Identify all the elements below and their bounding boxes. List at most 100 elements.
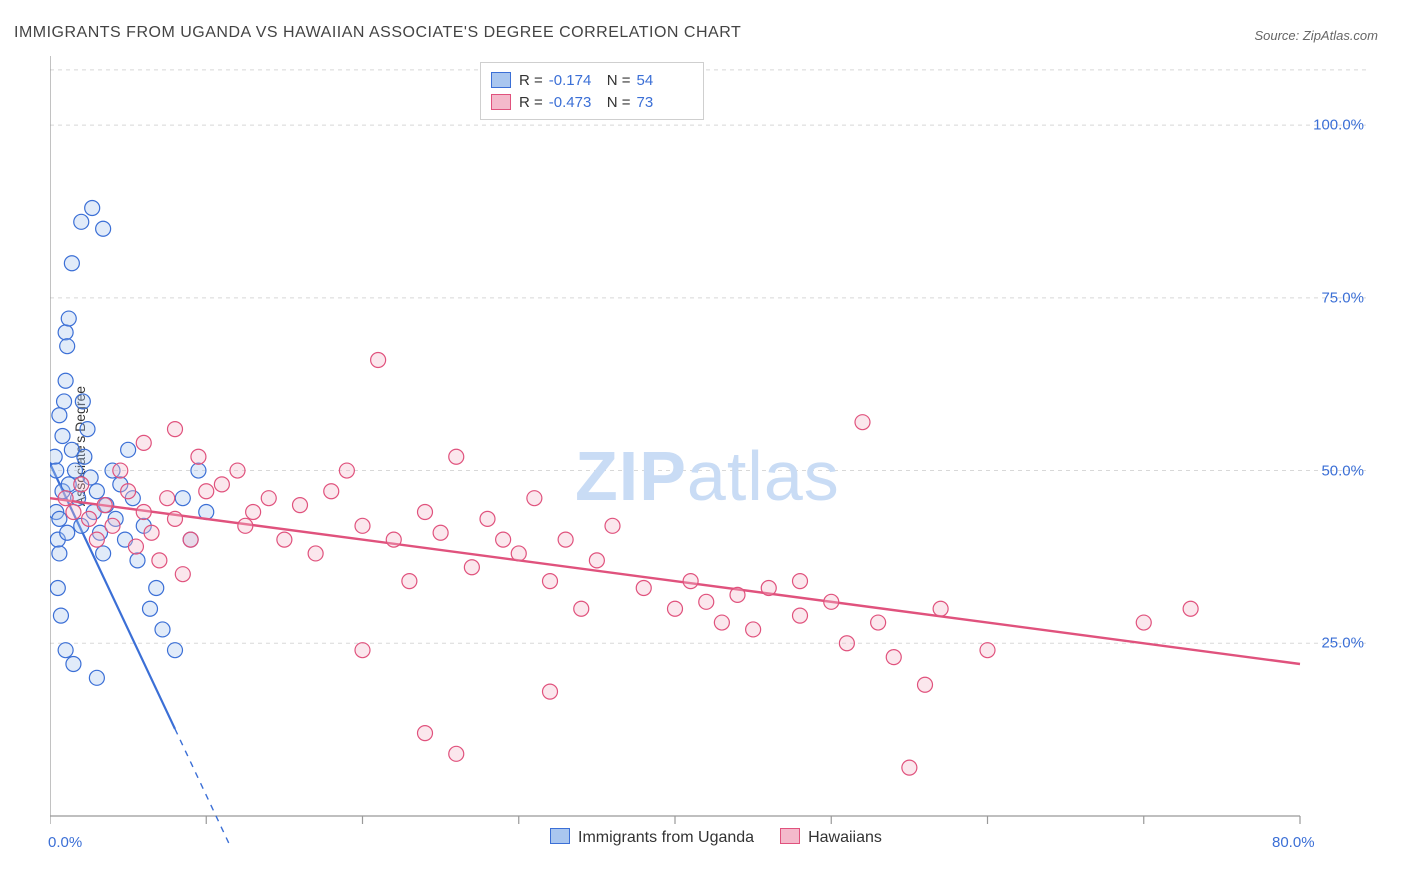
data-point-uganda [58, 325, 73, 340]
data-point-hawaiians [371, 353, 386, 368]
y-tick-label: 25.0% [1321, 635, 1364, 652]
data-point-uganda [80, 422, 95, 437]
data-point-hawaiians [886, 650, 901, 665]
data-point-hawaiians [121, 484, 136, 499]
series-legend-item-uganda: Immigrants from Uganda [550, 828, 754, 847]
data-point-hawaiians [308, 546, 323, 561]
data-point-uganda [175, 491, 190, 506]
data-point-uganda [168, 643, 183, 658]
data-point-hawaiians [418, 505, 433, 520]
y-tick-label: 100.0% [1313, 117, 1364, 134]
legend-stats-hawaiians: R =-0.473N =73 [519, 94, 689, 111]
data-point-hawaiians [558, 532, 573, 547]
data-point-uganda [130, 553, 145, 568]
data-point-uganda [96, 546, 111, 561]
data-point-hawaiians [683, 574, 698, 589]
data-point-hawaiians [355, 643, 370, 658]
data-point-hawaiians [386, 532, 401, 547]
data-point-uganda [77, 449, 92, 464]
y-tick-label: 75.0% [1321, 289, 1364, 306]
data-point-hawaiians [214, 477, 229, 492]
data-point-uganda [61, 311, 76, 326]
chart-title: IMMIGRANTS FROM UGANDA VS HAWAIIAN ASSOC… [14, 24, 741, 42]
data-point-uganda [191, 463, 206, 478]
data-point-hawaiians [136, 435, 151, 450]
legend-row-hawaiians: R =-0.473N =73 [491, 91, 689, 113]
data-point-uganda [52, 546, 67, 561]
data-point-uganda [55, 429, 70, 444]
data-point-hawaiians [168, 511, 183, 526]
correlation-legend: R =-0.174N =54 R =-0.473N =73 [480, 62, 704, 120]
data-point-uganda [50, 463, 64, 478]
source-name: ZipAtlas.com [1303, 28, 1378, 43]
data-point-uganda [50, 581, 65, 596]
series-label-hawaiians: Hawaiians [808, 829, 882, 846]
trend-line-hawaiians [50, 498, 1300, 664]
data-point-hawaiians [1183, 601, 1198, 616]
data-point-hawaiians [113, 463, 128, 478]
data-point-hawaiians [824, 594, 839, 609]
source-attribution: Source: ZipAtlas.com [1254, 28, 1378, 43]
data-point-hawaiians [668, 601, 683, 616]
data-point-hawaiians [82, 511, 97, 526]
data-point-hawaiians [902, 760, 917, 775]
data-point-hawaiians [168, 422, 183, 437]
data-point-uganda [60, 339, 75, 354]
data-point-uganda [89, 484, 104, 499]
data-point-hawaiians [605, 518, 620, 533]
data-point-hawaiians [324, 484, 339, 499]
data-point-hawaiians [58, 491, 73, 506]
data-point-hawaiians [433, 525, 448, 540]
data-point-hawaiians [230, 463, 245, 478]
data-point-uganda [68, 463, 83, 478]
data-point-hawaiians [839, 636, 854, 651]
data-point-uganda [50, 449, 62, 464]
data-point-uganda [58, 373, 73, 388]
data-point-hawaiians [160, 491, 175, 506]
data-point-hawaiians [191, 449, 206, 464]
series-swatch-uganda [550, 828, 570, 844]
data-point-uganda [85, 201, 100, 216]
data-point-hawaiians [136, 505, 151, 520]
data-point-hawaiians [527, 491, 542, 506]
chart-plot-area: ZIPatlas R =-0.174N =54R =-0.473N =73 Im… [50, 56, 1370, 846]
legend-stats-uganda: R =-0.174N =54 [519, 72, 689, 89]
data-point-hawaiians [105, 518, 120, 533]
data-point-hawaiians [933, 601, 948, 616]
legend-swatch-uganda [491, 72, 511, 88]
data-point-hawaiians [574, 601, 589, 616]
data-point-hawaiians [152, 553, 167, 568]
y-tick-label: 50.0% [1321, 462, 1364, 479]
data-point-hawaiians [636, 581, 651, 596]
data-point-hawaiians [730, 587, 745, 602]
data-point-uganda [75, 394, 90, 409]
data-point-uganda [121, 442, 136, 457]
data-point-uganda [52, 511, 67, 526]
data-point-uganda [64, 256, 79, 271]
data-point-hawaiians [89, 532, 104, 547]
data-point-uganda [155, 622, 170, 637]
data-point-hawaiians [543, 684, 558, 699]
data-point-hawaiians [449, 449, 464, 464]
data-point-hawaiians [714, 615, 729, 630]
data-point-hawaiians [66, 505, 81, 520]
data-point-hawaiians [855, 415, 870, 430]
data-point-hawaiians [97, 498, 112, 513]
data-point-uganda [96, 221, 111, 236]
data-point-hawaiians [74, 477, 89, 492]
x-tick-label: 80.0% [1272, 834, 1315, 848]
data-point-uganda [66, 657, 81, 672]
data-point-hawaiians [355, 518, 370, 533]
chart-svg [50, 56, 1370, 846]
series-label-uganda: Immigrants from Uganda [578, 829, 754, 846]
data-point-hawaiians [128, 539, 143, 554]
data-point-hawaiians [418, 726, 433, 741]
data-point-hawaiians [199, 484, 214, 499]
data-point-hawaiians [699, 594, 714, 609]
data-point-uganda [143, 601, 158, 616]
data-point-hawaiians [449, 746, 464, 761]
data-point-hawaiians [793, 574, 808, 589]
data-point-uganda [52, 408, 67, 423]
data-point-hawaiians [261, 491, 276, 506]
data-point-hawaiians [480, 511, 495, 526]
